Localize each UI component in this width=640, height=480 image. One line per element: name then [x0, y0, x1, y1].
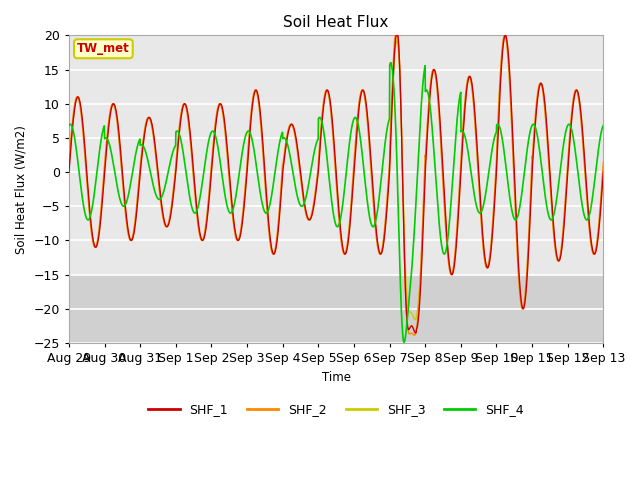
SHF_2	[411, 332, 419, 338]
SHF_4	[387, 60, 394, 66]
SHF_1	[568, 120, 575, 125]
SHF_4	[363, 195, 371, 201]
SHF_4	[553, 197, 561, 203]
SHF_3	[492, 181, 499, 187]
SHF_2	[363, 115, 371, 120]
SHF_4	[400, 339, 408, 345]
SHF_4	[65, 122, 73, 128]
SHF_3	[568, 116, 575, 121]
SHF_3	[412, 317, 419, 323]
Line: SHF_4: SHF_4	[69, 63, 604, 342]
SHF_4	[568, 126, 575, 132]
Line: SHF_3: SHF_3	[69, 36, 604, 320]
SHF_1	[392, 33, 400, 38]
SHF_2	[65, 160, 73, 166]
SHF_1	[363, 108, 371, 113]
SHF_2	[214, 104, 222, 110]
SHF_4	[492, 131, 499, 137]
SHF_4	[600, 122, 607, 128]
Y-axis label: Soil Heat Flux (W/m2): Soil Heat Flux (W/m2)	[15, 125, 28, 253]
Text: TW_met: TW_met	[77, 42, 130, 55]
SHF_4	[214, 144, 222, 150]
SHF_2	[600, 159, 607, 165]
SHF_1	[214, 107, 222, 113]
Line: SHF_2: SHF_2	[69, 36, 604, 335]
SHF_1	[351, 150, 359, 156]
Legend: SHF_1, SHF_2, SHF_3, SHF_4: SHF_1, SHF_2, SHF_3, SHF_4	[143, 398, 529, 421]
SHF_3	[553, 253, 561, 259]
SHF_1	[600, 169, 607, 175]
SHF_1	[553, 251, 561, 257]
SHF_2	[553, 255, 561, 261]
SHF_3	[600, 164, 607, 170]
SHF_3	[501, 33, 509, 38]
Line: SHF_1: SHF_1	[69, 36, 604, 333]
SHF_3	[363, 111, 371, 117]
SHF_1	[65, 169, 73, 175]
SHF_3	[214, 105, 222, 111]
SHF_2	[391, 33, 399, 38]
SHF_3	[351, 145, 359, 151]
SHF_4	[351, 115, 359, 120]
SHF_2	[568, 112, 575, 118]
Bar	[69, 275, 604, 343]
SHF_3	[65, 165, 73, 170]
X-axis label: Time: Time	[322, 371, 351, 384]
SHF_1	[412, 330, 419, 336]
SHF_2	[351, 140, 359, 146]
SHF_2	[492, 171, 499, 177]
SHF_1	[492, 182, 499, 188]
Title: Soil Heat Flux: Soil Heat Flux	[284, 15, 389, 30]
